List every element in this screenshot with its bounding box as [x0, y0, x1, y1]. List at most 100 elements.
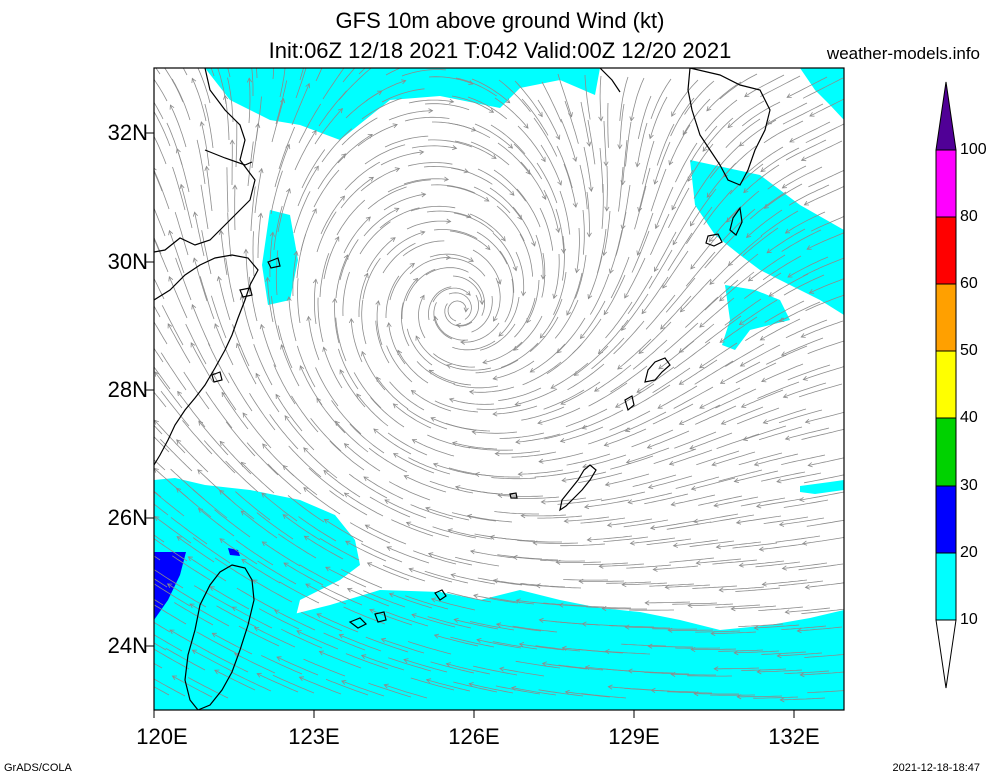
streamline-arrowhead [189, 603, 195, 609]
streamline [734, 470, 779, 482]
streamline [246, 442, 279, 476]
streamline [776, 472, 822, 483]
streamline [353, 372, 382, 409]
streamline-arrowhead [253, 627, 260, 632]
streamline [338, 348, 359, 390]
streamline [338, 68, 371, 101]
streamline [288, 296, 297, 342]
streamline-arrowhead [629, 540, 635, 546]
streamline [685, 296, 719, 328]
streamline [176, 536, 215, 563]
streamline-arrowhead [409, 262, 415, 268]
streamline-arrowhead [727, 123, 733, 129]
streamline [605, 301, 633, 339]
streamline [452, 275, 483, 305]
streamline [646, 538, 692, 545]
streamline-arrowhead [803, 200, 810, 206]
streamline-arrowhead [496, 279, 502, 285]
streamline [401, 278, 418, 319]
streamline [607, 518, 653, 526]
streamline [672, 205, 697, 245]
streamline-arrowhead [425, 678, 432, 684]
streamline [680, 278, 712, 313]
streamline [451, 574, 496, 585]
streamline-arrowhead [259, 323, 265, 330]
streamline [295, 68, 307, 99]
streamline [363, 208, 399, 237]
streamline [589, 273, 610, 315]
streamline [746, 146, 784, 174]
streamline [625, 411, 667, 432]
streamline [340, 176, 374, 209]
streamline-arrowhead [517, 471, 523, 477]
streamline-arrowhead [233, 652, 240, 658]
streamline [798, 383, 843, 398]
streamline [275, 250, 279, 296]
streamline [580, 517, 626, 524]
streamline-arrowhead [735, 519, 742, 525]
streamline [667, 691, 712, 694]
streamline [154, 168, 170, 210]
wind-shade-south [270, 590, 844, 710]
streamline [787, 364, 831, 381]
streamline [690, 125, 718, 163]
streamline [370, 397, 405, 428]
streamline [494, 511, 539, 515]
streamline-arrowhead [361, 350, 366, 357]
streamline [341, 568, 383, 589]
streamline [273, 364, 296, 405]
streamline [679, 359, 718, 385]
streamline [652, 403, 694, 425]
streamline [516, 188, 541, 228]
streamline [526, 279, 540, 323]
streamline [335, 317, 347, 362]
streamline-arrowhead [650, 687, 656, 694]
streamline [566, 453, 611, 466]
streamline-arrowhead [761, 581, 767, 587]
streamline [428, 76, 474, 85]
streamline [492, 232, 517, 271]
streamline [521, 98, 549, 136]
streamline-arrowhead [538, 617, 544, 623]
streamline [574, 345, 609, 376]
streamline [361, 655, 405, 671]
streamline [725, 118, 761, 148]
streamline [451, 95, 494, 113]
streamline [648, 645, 693, 648]
streamline [393, 403, 432, 429]
streamline-arrowhead [687, 176, 693, 182]
streamline [432, 287, 471, 303]
streamline [725, 343, 765, 367]
streamline [473, 186, 511, 214]
streamline-arrowhead [348, 317, 355, 324]
streamline [241, 559, 281, 584]
streamline-arrowhead [282, 465, 288, 471]
streamline [518, 469, 564, 475]
streamline [572, 318, 602, 354]
streamline [583, 562, 629, 566]
streamline [607, 102, 609, 148]
streamline-arrowhead [759, 335, 765, 341]
streamline [775, 535, 821, 543]
streamline [232, 606, 273, 629]
streamline [764, 183, 803, 209]
streamline [716, 433, 760, 449]
streamline-arrowhead [584, 665, 590, 671]
streamline-arrowhead [799, 496, 805, 502]
streamline [649, 96, 668, 139]
streamline [691, 477, 736, 490]
island-okinawa [559, 464, 597, 512]
streamline [325, 566, 367, 588]
streamline [316, 211, 337, 253]
streamline [655, 186, 674, 229]
streamline [720, 361, 761, 384]
streamline-arrowhead [148, 601, 153, 605]
streamline [323, 632, 366, 651]
streamline [169, 629, 210, 653]
streamline-arrowhead [720, 420, 727, 425]
streamline [240, 510, 278, 539]
streamline [471, 295, 493, 333]
streamline-arrowhead [664, 584, 670, 590]
streamline [249, 393, 276, 431]
streamline [537, 99, 560, 140]
